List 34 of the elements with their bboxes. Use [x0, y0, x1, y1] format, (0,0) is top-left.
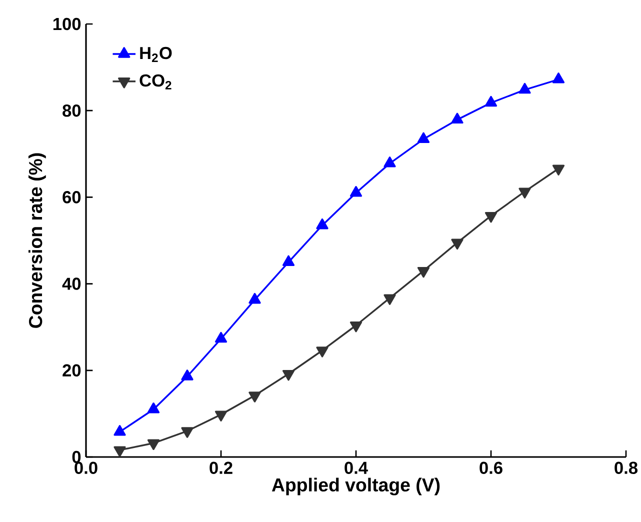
point [552, 72, 565, 84]
y-tick-label: 60 [62, 191, 81, 204]
x-tick-label: 0.4 [344, 462, 368, 474]
point [114, 446, 126, 457]
x-tick-label: 0.2 [210, 462, 232, 474]
point [316, 218, 328, 230]
y-tick-label: 40 [62, 278, 81, 290]
point [484, 96, 498, 107]
point [451, 112, 464, 124]
x-tick-label: 0.0 [74, 462, 98, 474]
y-tick-label: 100 [53, 18, 81, 30]
x-tick-label: 0.8 [614, 462, 638, 474]
point [384, 156, 396, 168]
y-axis-title: Conversion rate (%) [28, 153, 46, 328]
point [181, 427, 194, 438]
legend-label: CO$_{2}$ [140, 74, 172, 90]
y-tick-label: 0 [72, 450, 81, 464]
point [518, 82, 531, 94]
y-tick-label: 80 [62, 104, 81, 117]
point [350, 186, 362, 197]
point [248, 392, 261, 402]
point [282, 255, 295, 266]
y-tick-label: 20 [62, 364, 81, 377]
x-tick-label: 0.6 [480, 462, 502, 474]
point [384, 294, 396, 305]
point [417, 266, 430, 278]
point [350, 322, 362, 332]
point [214, 410, 228, 422]
point [282, 370, 295, 381]
point [316, 346, 328, 358]
x-axis-title: Applied voltage (V) [272, 478, 440, 496]
point [147, 439, 160, 450]
point [417, 132, 430, 144]
legend-label: H$_{2}$O [140, 46, 172, 62]
